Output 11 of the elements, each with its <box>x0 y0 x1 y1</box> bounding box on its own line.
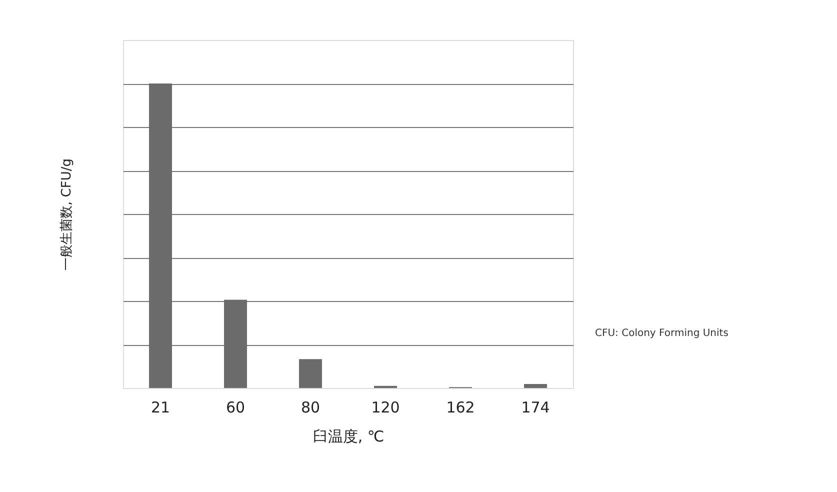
text: CFU: Colony Forming Units <box>595 328 728 339</box>
x-axis-title: 臼温度, ℃ <box>312 428 384 446</box>
x-tick-label: 174 <box>521 398 550 416</box>
x-tick-label: 60 <box>226 398 246 416</box>
x-tick-label: 120 <box>371 398 400 416</box>
x-tick-label: 80 <box>300 398 320 416</box>
x-tick-label: 162 <box>446 398 475 416</box>
bar <box>299 359 322 388</box>
y-axis-title: 一般生菌数, CFU/g <box>60 158 74 270</box>
x-tick-label: 21 <box>150 398 170 416</box>
bar <box>524 384 547 388</box>
